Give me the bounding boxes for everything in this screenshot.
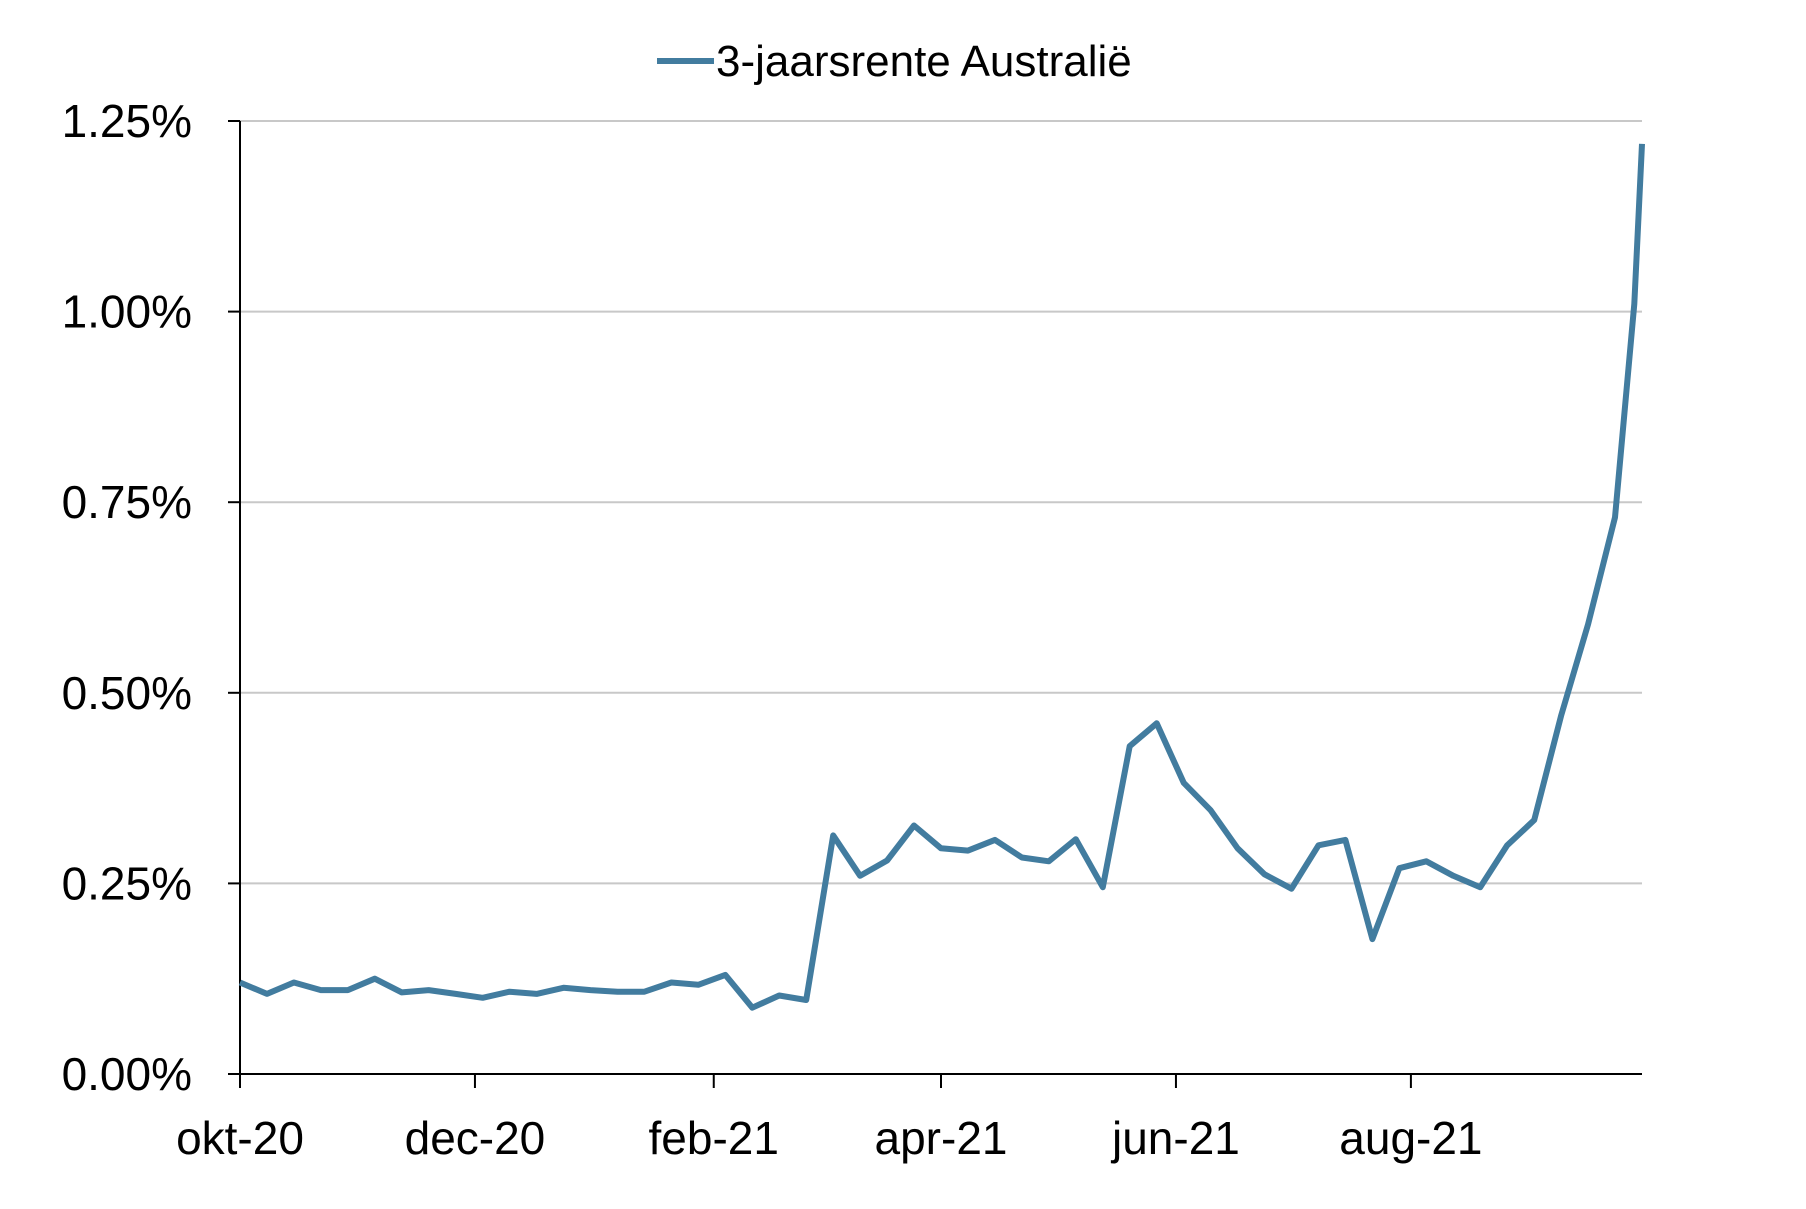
grid-lines (240, 120, 1642, 885)
y-axis-ticks: 0.00% 0.25% 0.50% 0.75% 1.00% 1.25% (62, 95, 240, 1100)
series-group (238, 143, 1645, 1011)
y-tick-label: 0.75% (62, 476, 192, 528)
x-tick-label: aug-21 (1339, 1112, 1482, 1164)
axes (239, 121, 1642, 1075)
y-tick-label: 1.00% (62, 286, 192, 338)
x-tick-label: jun-21 (1110, 1112, 1240, 1164)
y-tick-label: 1.25% (62, 95, 192, 147)
x-tick-label: okt-20 (176, 1112, 304, 1164)
y-tick-label: 0.25% (62, 857, 192, 909)
y-tick-label: 0.00% (62, 1048, 192, 1100)
x-tick-label: feb-21 (649, 1112, 779, 1164)
y-tick-label: 0.50% (62, 667, 192, 719)
legend-label: 3-jaarsrente Australië (716, 37, 1132, 86)
series-line (238, 143, 1645, 1011)
legend: 3-jaarsrente Australië (657, 37, 1132, 86)
x-tick-label: dec-20 (405, 1112, 546, 1164)
x-axis-ticks: okt-20 dec-20 feb-21 apr-21 jun-21 aug-21 (176, 1074, 1483, 1164)
x-tick-label: apr-21 (875, 1112, 1008, 1164)
